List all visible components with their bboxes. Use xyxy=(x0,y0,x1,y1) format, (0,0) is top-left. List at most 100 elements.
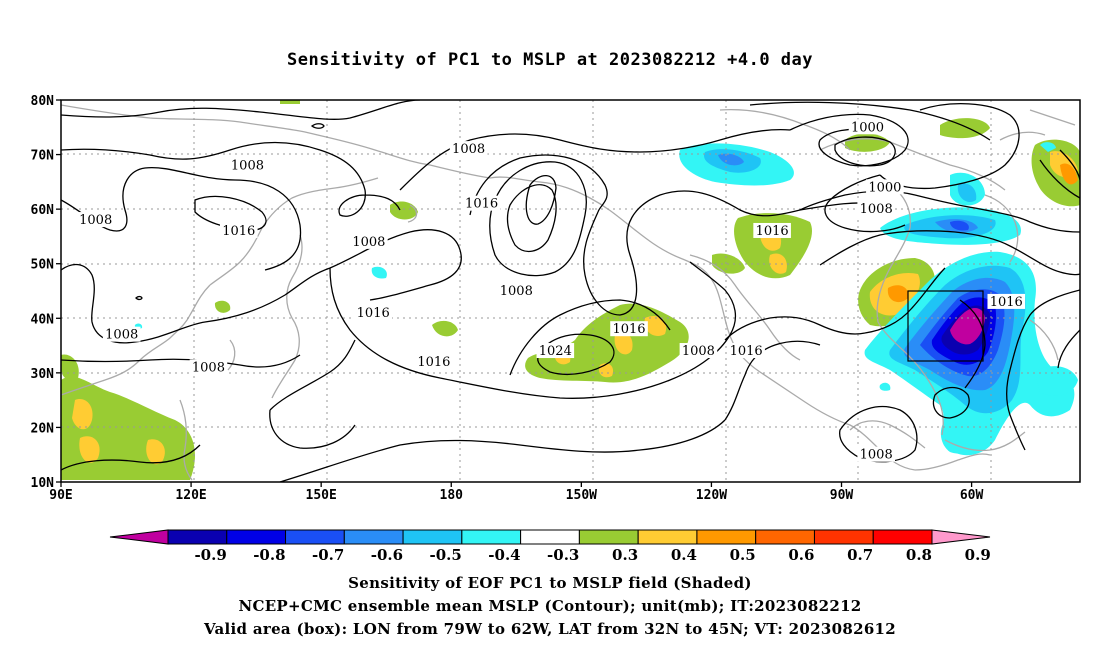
colorbar-label: 0.9 xyxy=(965,546,991,564)
contour-label-bg xyxy=(848,119,887,135)
lon-label: 180 xyxy=(440,488,464,503)
colorbar-segment xyxy=(755,529,815,545)
contour-label-bg xyxy=(449,141,488,157)
contour-label-bg xyxy=(76,212,115,228)
colorbar-label: -0.7 xyxy=(312,546,344,564)
colorbar-segment xyxy=(872,529,933,545)
colorbar-segment xyxy=(167,529,228,545)
map-content: 1008 1008 1016 1008 1008 1016 1008 1016 1008 1008… xyxy=(61,100,1080,482)
contour-label-bg xyxy=(350,233,388,249)
lat-label: 40N xyxy=(31,312,55,327)
contour-label-bg xyxy=(866,179,904,195)
lon-label: 120W xyxy=(696,488,727,503)
colorbar-segment xyxy=(578,529,639,545)
colorbar-segment xyxy=(402,529,463,545)
colorbar-label: 0.7 xyxy=(847,546,873,564)
colorbar-right-arrow xyxy=(931,529,991,545)
contour-label: 1016 xyxy=(222,224,255,239)
contour-label: 1000 xyxy=(851,120,884,135)
lon-label: 150E xyxy=(306,488,337,503)
mslp-contours xyxy=(61,100,1080,482)
caption-contour: NCEP+CMC ensemble mean MSLP (Contour); u… xyxy=(238,597,862,615)
colorbar-label: 0.6 xyxy=(788,546,814,564)
contour-label-bg xyxy=(987,293,1026,309)
contour-label-bg xyxy=(462,195,501,211)
contour-label: 1016 xyxy=(612,322,645,337)
colorbar-segment xyxy=(461,529,522,545)
colorbar-label: -0.8 xyxy=(253,546,285,564)
colorbar-label: -0.4 xyxy=(488,546,520,564)
contour-label-bg xyxy=(536,343,575,359)
contour-label-bg xyxy=(857,446,895,462)
lat-label: 70N xyxy=(31,149,55,164)
colorbar-segment xyxy=(226,529,287,545)
contour-label: 1008 xyxy=(105,328,138,343)
lon-label: 90E xyxy=(49,488,72,503)
lat-label: 80N xyxy=(31,94,55,109)
colorbar-segment xyxy=(520,529,580,545)
lon-label: 120E xyxy=(175,488,206,503)
contour-label: 1016 xyxy=(417,355,450,370)
contour-label: 1016 xyxy=(730,344,763,359)
caption-shading: Sensitivity of EOF PC1 to MSLP field (Sh… xyxy=(348,574,752,592)
valid-area-box xyxy=(907,290,984,362)
contour-label-bg xyxy=(753,222,791,238)
contour-label: 1008 xyxy=(352,235,385,250)
lat-label: 60N xyxy=(31,203,55,218)
lon-label: 90W xyxy=(830,488,854,503)
contour-label: 1008 xyxy=(860,448,893,463)
contour-label: 1016 xyxy=(465,197,498,212)
colorbar-label: 0.8 xyxy=(906,546,932,564)
contour-labels: 1008 1008 1016 1008 1008 1016 1008 1016 1008 1008… xyxy=(76,119,1026,463)
colorbar-label: -0.9 xyxy=(194,546,226,564)
colorbar-segment xyxy=(343,529,404,545)
contour-label-bg xyxy=(727,343,765,359)
lat-label: 20N xyxy=(31,421,55,436)
contour-label: 1008 xyxy=(192,360,225,375)
contour-label-bg xyxy=(857,201,895,217)
gridlines xyxy=(61,100,1080,482)
contour-label-bg xyxy=(102,326,141,342)
colorbar: -0.9 -0.8 -0.7 -0.6 -0.5 -0.4 -0.3 0.3 0.4 0.5 0.6… xyxy=(109,529,991,564)
contour-label-bg xyxy=(610,321,648,337)
contour-label: 1008 xyxy=(231,158,264,173)
contour-label: 1016 xyxy=(990,295,1023,310)
caption-valid-area: Valid area (box): LON from 79W to 62W, L… xyxy=(203,620,897,638)
contour-label: 1016 xyxy=(756,224,789,239)
colorbar-label: 0.5 xyxy=(730,546,756,564)
colorbar-label: -0.6 xyxy=(371,546,403,564)
colorbar-segment xyxy=(285,529,345,545)
contour-label-bg xyxy=(679,343,718,359)
contour-label-bg xyxy=(497,283,536,298)
chart-title: Sensitivity of PC1 to MSLP at 2023082212… xyxy=(286,50,813,70)
contour-label: 1000 xyxy=(868,180,901,195)
contour-label: 1016 xyxy=(357,306,390,321)
contour-label: 1008 xyxy=(860,202,893,217)
lon-label: 60W xyxy=(960,488,984,503)
lon-label: 150W xyxy=(566,488,597,503)
contour-label: 1008 xyxy=(79,213,112,228)
contour-label-bg xyxy=(189,359,228,375)
contour-label: 1008 xyxy=(452,142,485,157)
contour-label: 1008 xyxy=(682,344,715,359)
contour-label-bg xyxy=(354,304,393,320)
colorbar-label: -0.5 xyxy=(430,546,462,564)
colorbar-segment xyxy=(637,529,698,545)
contour-label-bg xyxy=(228,157,267,173)
colorbar-label: 0.3 xyxy=(612,546,638,564)
map-frame xyxy=(60,99,1081,483)
lat-label: 30N xyxy=(31,367,55,382)
lat-label: 50N xyxy=(31,258,55,273)
contour-label-bg xyxy=(415,353,453,369)
lat-label: 10N xyxy=(31,476,55,491)
colorbar-segment xyxy=(813,529,874,545)
colorbar-label: 0.4 xyxy=(671,546,697,564)
colorbar-label: -0.3 xyxy=(547,546,579,564)
colorbar-left-arrow xyxy=(109,529,169,545)
contour-label-bg xyxy=(219,222,258,238)
contour-label: 1008 xyxy=(500,284,533,299)
contour-label: 1024 xyxy=(539,344,572,359)
colorbar-segment xyxy=(696,529,757,545)
